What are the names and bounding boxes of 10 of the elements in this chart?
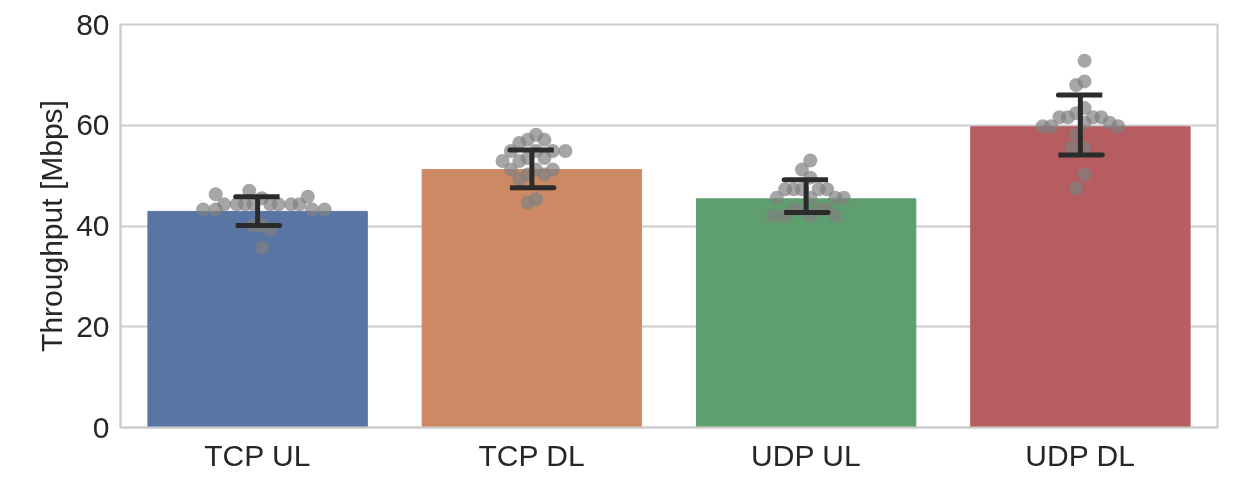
- x-tick-label: TCP UL: [204, 438, 311, 472]
- x-tick-label: TCP DL: [478, 438, 585, 472]
- y-tick-label: 80: [76, 7, 110, 41]
- y-tick-label: 40: [76, 209, 110, 242]
- y-tick-label: 60: [76, 108, 110, 142]
- y-axis-title: Throughput [Mbps]: [35, 100, 69, 352]
- y-tick-label: 0: [92, 410, 110, 444]
- x-tick-label: UDP UL: [751, 438, 861, 472]
- x-tick-label: UDP DL: [1025, 438, 1135, 472]
- y-tick-label: 20: [76, 309, 110, 343]
